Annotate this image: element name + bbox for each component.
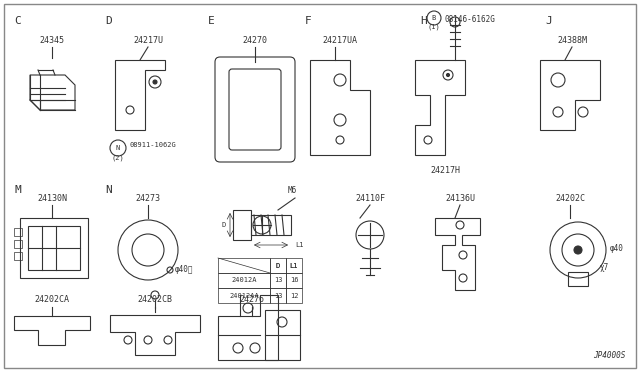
Bar	[568, 272, 588, 286]
Text: 16: 16	[290, 278, 298, 283]
Text: 24136U: 24136U	[445, 193, 475, 202]
Text: F: F	[305, 16, 312, 26]
Text: H: H	[420, 16, 427, 26]
Text: φ40用: φ40用	[175, 266, 193, 275]
Text: JP4000S: JP4000S	[593, 351, 625, 360]
Bar	[28, 226, 80, 270]
Text: C: C	[14, 16, 20, 26]
Text: χ7: χ7	[600, 263, 609, 273]
Bar	[270, 288, 286, 303]
Text: 08911-1062G: 08911-1062G	[130, 142, 177, 148]
Text: 24273: 24273	[136, 193, 161, 202]
Text: 24217U: 24217U	[133, 35, 163, 45]
Text: 24345: 24345	[40, 35, 65, 45]
Text: 13: 13	[274, 292, 282, 298]
Bar	[286, 258, 302, 273]
Bar	[270, 273, 286, 288]
Bar	[20, 218, 88, 278]
Text: M6: M6	[288, 186, 297, 195]
Text: J: J	[545, 16, 552, 26]
Circle shape	[574, 246, 582, 254]
Text: 24202C: 24202C	[555, 193, 585, 202]
Text: 24270: 24270	[243, 35, 268, 45]
Bar	[14, 240, 22, 248]
Text: 13: 13	[274, 278, 282, 283]
Text: (1): (1)	[428, 24, 440, 30]
Text: 24012AA: 24012AA	[229, 292, 259, 298]
Text: 24276: 24276	[239, 295, 264, 305]
Bar	[14, 252, 22, 260]
Text: M: M	[14, 185, 20, 195]
Text: D: D	[276, 263, 280, 269]
Text: D: D	[105, 16, 112, 26]
Bar	[286, 273, 302, 288]
Text: D: D	[276, 263, 280, 269]
Bar	[286, 288, 302, 303]
Bar	[218, 288, 270, 303]
Text: L1: L1	[295, 242, 303, 248]
Bar	[251, 215, 291, 235]
Bar	[218, 273, 270, 288]
Text: φ40: φ40	[610, 244, 624, 253]
Text: E: E	[208, 16, 215, 26]
Text: 24217H: 24217H	[430, 166, 460, 174]
Bar	[270, 258, 286, 273]
Text: D: D	[221, 222, 226, 228]
Text: 08146-6162G: 08146-6162G	[445, 15, 496, 24]
Text: B: B	[432, 15, 436, 21]
Text: L1: L1	[290, 263, 298, 269]
Text: 12: 12	[290, 292, 298, 298]
Text: 24202CB: 24202CB	[138, 295, 173, 305]
Text: 24110F: 24110F	[355, 193, 385, 202]
Text: L1: L1	[290, 263, 298, 269]
Circle shape	[447, 74, 449, 77]
Text: N: N	[116, 145, 120, 151]
Text: 24012A: 24012A	[231, 278, 257, 283]
Text: N: N	[105, 185, 112, 195]
Circle shape	[153, 80, 157, 84]
Text: 24388M: 24388M	[557, 35, 587, 45]
Text: (2): (2)	[111, 155, 124, 161]
Text: 24202CA: 24202CA	[35, 295, 70, 305]
Bar	[14, 228, 22, 236]
Text: 24130N: 24130N	[37, 193, 67, 202]
Text: 24217UA: 24217UA	[323, 35, 358, 45]
Bar	[233, 210, 251, 240]
Bar	[218, 258, 270, 273]
